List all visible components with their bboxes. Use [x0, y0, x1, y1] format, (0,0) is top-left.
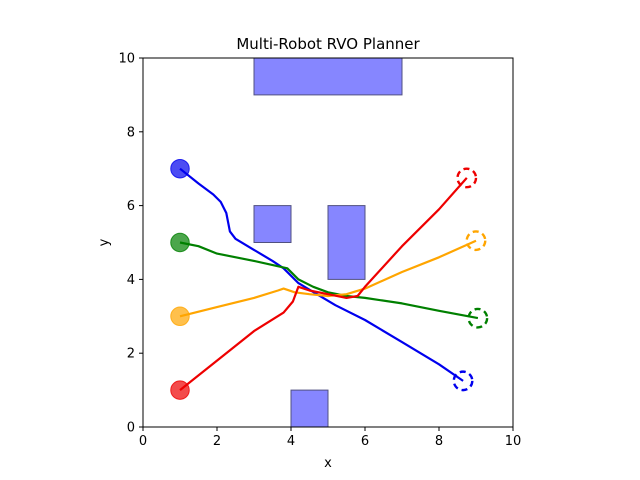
plot-content [170, 58, 489, 427]
robot-0-path [179, 167, 464, 382]
y-tick-label-3: 6 [127, 199, 135, 214]
x-axis-label: x [324, 456, 332, 471]
plot-area [170, 58, 489, 427]
robot-0-start [170, 158, 190, 179]
obstacle-0 [253, 58, 403, 96]
robot-1-start [170, 232, 190, 253]
robot-0-goal [452, 370, 474, 392]
chart-title: Multi-Robot RVO Planner [236, 35, 420, 53]
robot-3-path [179, 177, 468, 391]
axes-frame [142, 57, 514, 428]
y-axis-label: y [97, 238, 112, 246]
robot-1-goal [467, 307, 489, 329]
robot-1-path [179, 241, 479, 320]
y-tick-label-4: 8 [127, 125, 135, 140]
y-tick-label-0: 0 [127, 421, 135, 436]
x-tick-label-0: 0 [139, 434, 147, 449]
y-tick-label-2: 4 [127, 273, 135, 288]
x-tick-label-1: 2 [213, 434, 221, 449]
robot-3-start [170, 380, 190, 400]
obstacle-2 [327, 205, 366, 280]
y-tick-label-5: 10 [118, 52, 135, 67]
obstacle-1 [253, 205, 292, 244]
robot-2-path [179, 239, 477, 318]
robot-2-start [170, 306, 190, 327]
axis-ticks: 0 2 4 6 8 10 0 2 4 6 8 10 [118, 52, 521, 450]
robot-3-goal [456, 167, 478, 189]
x-tick-label-2: 4 [287, 434, 295, 449]
obstacle-3 [290, 389, 329, 427]
x-tick-label-5: 10 [505, 434, 522, 449]
robot-2-goal [465, 230, 487, 252]
y-tick-label-1: 2 [127, 347, 135, 362]
x-tick-label-4: 8 [435, 434, 443, 449]
x-tick-label-3: 6 [361, 434, 369, 449]
